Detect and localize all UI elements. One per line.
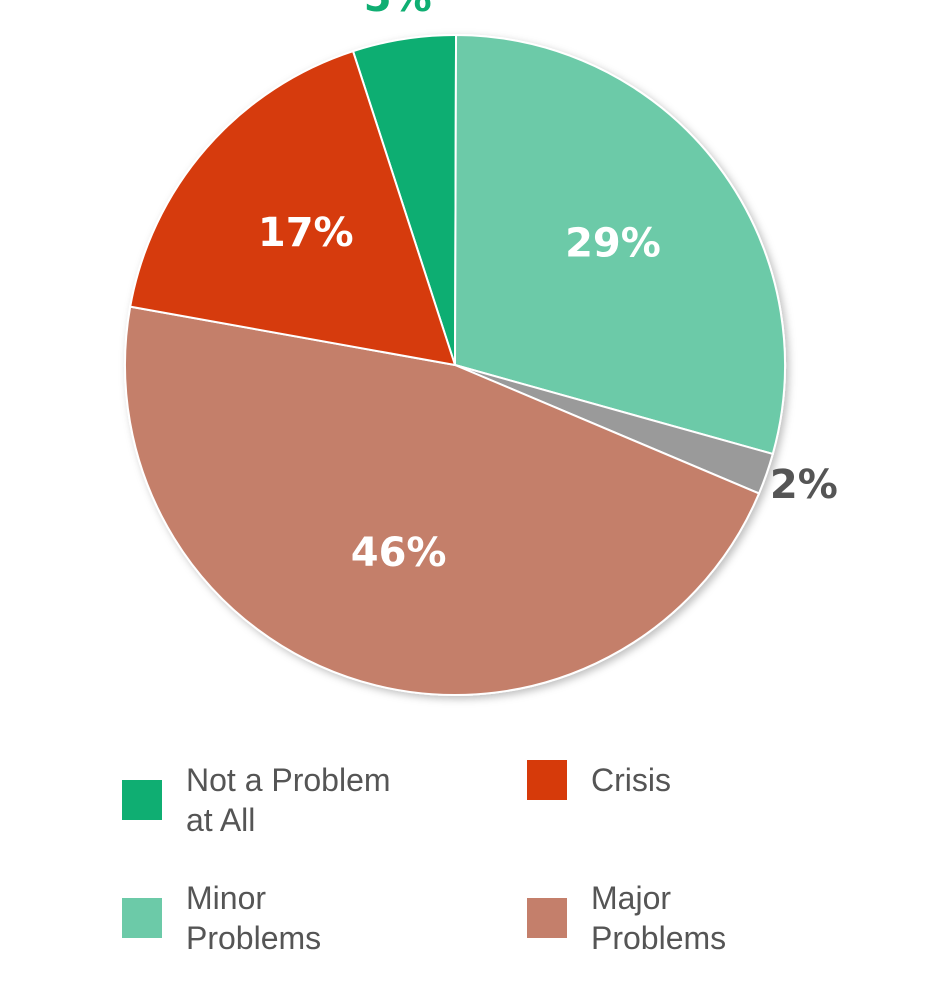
legend-label: Not a Problem at All [186, 762, 391, 838]
legend-item: Major Problems [527, 878, 803, 958]
pie-slice [124, 305, 761, 696]
legend-item: Minor Problems [122, 878, 398, 958]
chart: 5% 29% 2% 46% 17% [124, 0, 838, 696]
data-label: 29% [565, 221, 661, 267]
data-label: 17% [258, 210, 354, 256]
data-label: 5% [364, 0, 432, 21]
legend-swatch [122, 780, 162, 820]
pie-slice [129, 49, 457, 367]
legend-item: Crisis [527, 760, 803, 800]
pie-slice [453, 33, 786, 456]
pie [124, 33, 786, 696]
legend-label: Minor Problems [186, 880, 322, 956]
legend-label: Crisis [591, 762, 671, 798]
data-label: 46% [351, 530, 447, 576]
data-label: 2% [770, 462, 838, 508]
legend-label: Major Problems [591, 880, 727, 956]
legend-swatch [527, 760, 567, 800]
legend-item: Not a Problem at All [122, 760, 398, 840]
legend-swatch [122, 898, 162, 938]
legend-swatch [527, 898, 567, 938]
